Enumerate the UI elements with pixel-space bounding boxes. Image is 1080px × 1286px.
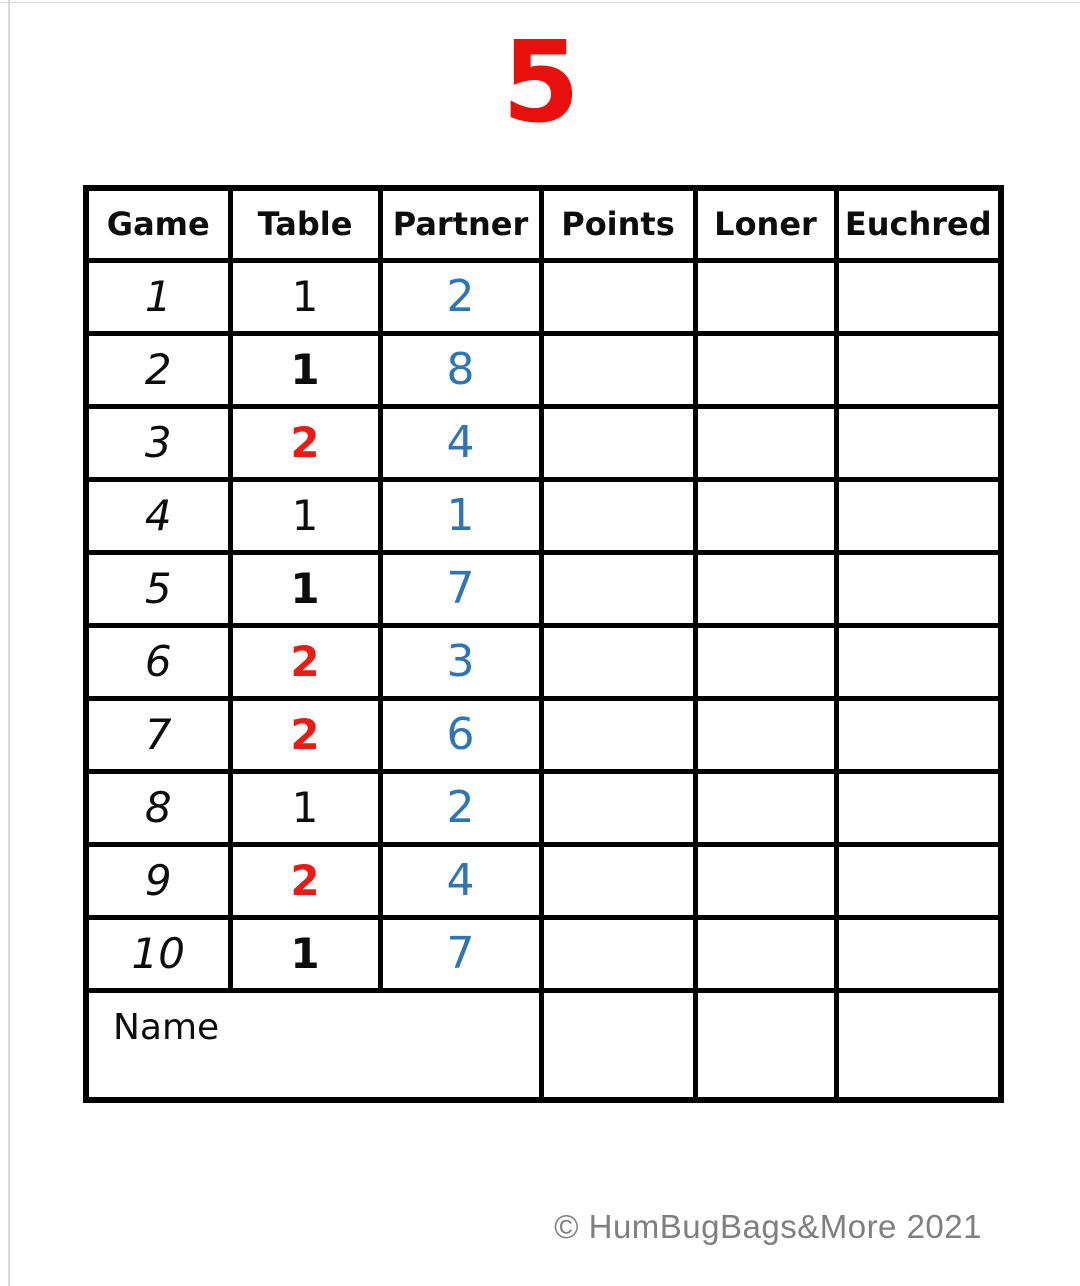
euchred-cell bbox=[833, 841, 1004, 920]
table-cell: 1 bbox=[227, 768, 383, 847]
partner-cell: 4 bbox=[377, 841, 544, 920]
page-edge-top bbox=[0, 2, 1080, 3]
loner-cell bbox=[692, 622, 839, 701]
table-cell: 1 bbox=[227, 914, 383, 993]
score-row: 4 1 1 bbox=[83, 476, 1004, 555]
table-cell: 2 bbox=[227, 403, 383, 482]
header-cell-euchred: Euchred bbox=[833, 185, 1004, 263]
euchred-cell bbox=[833, 622, 1004, 701]
loner-cell bbox=[692, 403, 839, 482]
partner-cell: 1 bbox=[377, 476, 544, 555]
partner-cell: 2 bbox=[377, 257, 544, 336]
partner-cell: 8 bbox=[377, 330, 544, 409]
loner-cell bbox=[692, 695, 839, 774]
euchred-cell bbox=[833, 403, 1004, 482]
points-cell bbox=[538, 768, 698, 847]
points-cell bbox=[538, 330, 698, 409]
score-row: 3 2 4 bbox=[83, 403, 1004, 482]
loner-cell bbox=[692, 841, 839, 920]
points-cell bbox=[538, 476, 698, 555]
euchred-cell bbox=[833, 768, 1004, 847]
game-cell: 9 bbox=[83, 841, 233, 920]
score-row: 8 1 2 bbox=[83, 768, 1004, 847]
partner-cell: 4 bbox=[377, 403, 544, 482]
score-table-wrap: Game Table Partner Points Loner Euchred … bbox=[83, 185, 1004, 1103]
partner-cell: 7 bbox=[377, 549, 544, 628]
game-cell: 5 bbox=[83, 549, 233, 628]
partner-cell: 7 bbox=[377, 914, 544, 993]
table-cell: 2 bbox=[227, 695, 383, 774]
loner-cell bbox=[692, 476, 839, 555]
table-cell: 2 bbox=[227, 622, 383, 701]
partner-cell: 2 bbox=[377, 768, 544, 847]
euchred-cell bbox=[833, 330, 1004, 409]
name-row: Name bbox=[83, 987, 1004, 1103]
game-cell: 6 bbox=[83, 622, 233, 701]
score-row: 9 2 4 bbox=[83, 841, 1004, 920]
points-cell bbox=[538, 549, 698, 628]
header-cell-points: Points bbox=[538, 185, 698, 263]
name-euchred-cell bbox=[833, 987, 1004, 1103]
header-cell-game: Game bbox=[83, 185, 233, 263]
score-row: 5 1 7 bbox=[83, 549, 1004, 628]
score-row: 10 1 7 bbox=[83, 914, 1004, 993]
table-cell: 1 bbox=[227, 330, 383, 409]
loner-cell bbox=[692, 768, 839, 847]
game-cell: 4 bbox=[83, 476, 233, 555]
score-row: 1 1 2 bbox=[83, 257, 1004, 336]
loner-cell bbox=[692, 549, 839, 628]
points-cell bbox=[538, 914, 698, 993]
name-points-cell bbox=[538, 987, 698, 1103]
header-cell-partner: Partner bbox=[377, 185, 544, 263]
points-cell bbox=[538, 403, 698, 482]
euchred-cell bbox=[833, 257, 1004, 336]
name-label-cell: Name bbox=[83, 987, 544, 1103]
partner-cell: 3 bbox=[377, 622, 544, 701]
loner-cell bbox=[692, 257, 839, 336]
card-number-title: 5 bbox=[502, 18, 580, 148]
game-cell: 7 bbox=[83, 695, 233, 774]
score-row: 2 1 8 bbox=[83, 330, 1004, 409]
table-cell: 1 bbox=[227, 257, 383, 336]
score-row: 7 2 6 bbox=[83, 695, 1004, 774]
table-cell: 1 bbox=[227, 476, 383, 555]
euchred-cell bbox=[833, 914, 1004, 993]
euchre-score-table: Game Table Partner Points Loner Euchred … bbox=[83, 185, 1004, 1103]
game-cell: 10 bbox=[83, 914, 233, 993]
partner-cell: 6 bbox=[377, 695, 544, 774]
table-cell: 2 bbox=[227, 841, 383, 920]
euchred-cell bbox=[833, 549, 1004, 628]
page-edge-left bbox=[8, 0, 10, 1286]
game-cell: 1 bbox=[83, 257, 233, 336]
table-cell: 1 bbox=[227, 549, 383, 628]
game-cell: 3 bbox=[83, 403, 233, 482]
game-cell: 2 bbox=[83, 330, 233, 409]
game-cell: 8 bbox=[83, 768, 233, 847]
header-cell-loner: Loner bbox=[692, 185, 839, 263]
score-row: 6 2 3 bbox=[83, 622, 1004, 701]
euchred-cell bbox=[833, 476, 1004, 555]
points-cell bbox=[538, 841, 698, 920]
points-cell bbox=[538, 695, 698, 774]
points-cell bbox=[538, 257, 698, 336]
loner-cell bbox=[692, 914, 839, 993]
header-row: Game Table Partner Points Loner Euchred bbox=[83, 185, 1004, 263]
loner-cell bbox=[692, 330, 839, 409]
euchred-cell bbox=[833, 695, 1004, 774]
copyright-credit: © HumBugBags&More 2021 bbox=[554, 1208, 982, 1245]
points-cell bbox=[538, 622, 698, 701]
name-loner-cell bbox=[692, 987, 839, 1103]
header-cell-table: Table bbox=[227, 185, 383, 263]
